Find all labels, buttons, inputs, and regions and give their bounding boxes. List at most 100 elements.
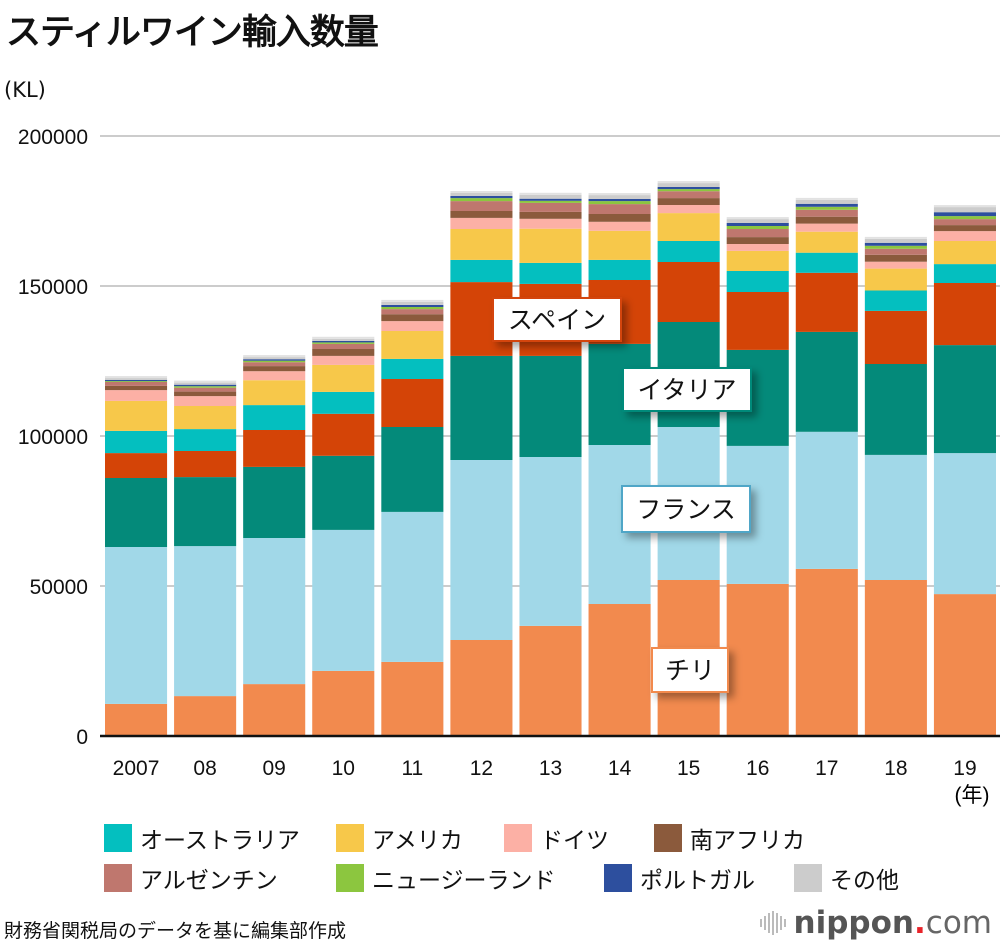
bar-segment — [312, 455, 375, 530]
legend-label: ポルトガル — [640, 868, 755, 894]
bar-segment — [450, 211, 513, 218]
legend-swatch — [794, 864, 822, 892]
legend-item: ニュージーランド — [336, 861, 604, 895]
bar-segment — [726, 250, 789, 271]
bar-segment — [933, 264, 996, 283]
callout-フランス: フランス — [621, 485, 751, 533]
legend-item: オーストラリア — [104, 821, 336, 855]
bar-segment — [243, 357, 306, 360]
bar-segment — [519, 200, 582, 203]
bar-segment — [105, 382, 168, 386]
logo-brand: nippon — [793, 905, 914, 941]
bar-segment — [657, 262, 720, 322]
legend-label: アメリカ — [372, 828, 463, 854]
bar-cap — [174, 380, 237, 383]
legend-label: その他 — [830, 868, 899, 894]
bar-segment — [588, 259, 651, 280]
bar-segment — [657, 205, 720, 214]
bar-segment — [864, 310, 927, 364]
y-axis-ticks: 0 50000 100000 150000 200000 — [18, 126, 88, 749]
bar-segment — [174, 387, 237, 392]
bar-segment — [864, 290, 927, 311]
bar-segment — [243, 359, 306, 361]
bar-cap — [864, 236, 927, 239]
bar-segment — [795, 223, 858, 232]
callout-box — [651, 647, 729, 693]
bar-segment — [312, 670, 375, 736]
bar-segment — [381, 314, 444, 322]
bar-segment — [795, 231, 858, 253]
bar-segment — [381, 511, 444, 662]
bar-segment — [933, 231, 996, 241]
bar-segment — [933, 207, 996, 213]
bar-segment — [174, 429, 237, 451]
bar-segment — [381, 661, 444, 736]
callout-box — [622, 367, 752, 412]
bar-segment — [243, 405, 306, 430]
bar-segment — [933, 283, 996, 346]
bar-segment — [519, 198, 582, 201]
bar-segment — [381, 427, 444, 512]
chart-title: スティルワイン輸入数量 — [6, 13, 379, 53]
source-note: 財務省関税局のデータを基に編集部作成 — [4, 920, 347, 942]
bar-segment — [381, 301, 444, 305]
bar-segment — [450, 201, 513, 211]
legend-item: ドイツ — [504, 821, 654, 855]
bar-stack — [519, 192, 582, 736]
bar-segment — [933, 219, 996, 226]
legend-item: アメリカ — [336, 821, 504, 855]
legend-swatch — [336, 864, 364, 892]
legend-item: ポルトガル — [604, 861, 794, 895]
bar-segment — [933, 212, 996, 217]
y-tick-label: 0 — [76, 726, 88, 749]
x-tick-label: 10 — [332, 757, 355, 780]
bar-cap — [519, 192, 582, 195]
bar-segment — [657, 191, 720, 199]
bar-segment — [519, 625, 582, 736]
legend-row: アルゼンチン ニュージーランド ポルトガル その他 — [104, 858, 944, 898]
bar-segment — [864, 238, 927, 243]
bar-stack — [381, 299, 444, 736]
bar-segment — [243, 366, 306, 372]
bar-segment — [450, 193, 513, 196]
bar-segment — [726, 226, 789, 229]
x-axis-ticks: 2007 08 09 10 11 12 13 14 15 16 17 18 19 — [113, 757, 977, 780]
bar-segment — [726, 223, 789, 226]
bar-segment — [588, 221, 651, 231]
bar-segment — [519, 194, 582, 199]
bar-segment — [105, 478, 168, 547]
bar-segment — [105, 379, 168, 382]
bar-cap — [312, 336, 375, 339]
bar-segment — [795, 272, 858, 332]
bar-segment — [864, 580, 927, 736]
legend-label: ドイツ — [540, 828, 609, 854]
bar-segment — [243, 371, 306, 381]
bar-segment — [726, 244, 789, 251]
bar-segment — [933, 225, 996, 232]
x-tick-label: 16 — [746, 757, 769, 780]
bar-segment — [312, 349, 375, 356]
legend-swatch — [336, 824, 364, 852]
callout-スペイン: スペイン — [492, 297, 622, 342]
bar-segment — [450, 217, 513, 229]
bar-segment — [933, 345, 996, 454]
callout-イタリア: イタリア — [622, 367, 752, 412]
x-tick-label: 13 — [539, 757, 562, 780]
y-tick-label: 100000 — [18, 426, 88, 449]
bar-cap — [933, 205, 996, 208]
bar-segment — [174, 384, 237, 387]
bar-segment — [933, 216, 996, 220]
legend-label: オーストラリア — [140, 828, 300, 854]
bar-segment — [657, 213, 720, 241]
bar-segment — [450, 198, 513, 202]
bar-segment — [312, 355, 375, 365]
x-tick-label: 19 — [953, 757, 976, 780]
callout-label: フランス — [636, 495, 736, 524]
bar-segment — [105, 547, 168, 704]
bar-stack — [105, 376, 168, 736]
bar-stack — [174, 380, 237, 736]
bar-segment — [588, 195, 651, 199]
bar-segment — [174, 382, 237, 385]
bar-segment — [105, 703, 168, 736]
